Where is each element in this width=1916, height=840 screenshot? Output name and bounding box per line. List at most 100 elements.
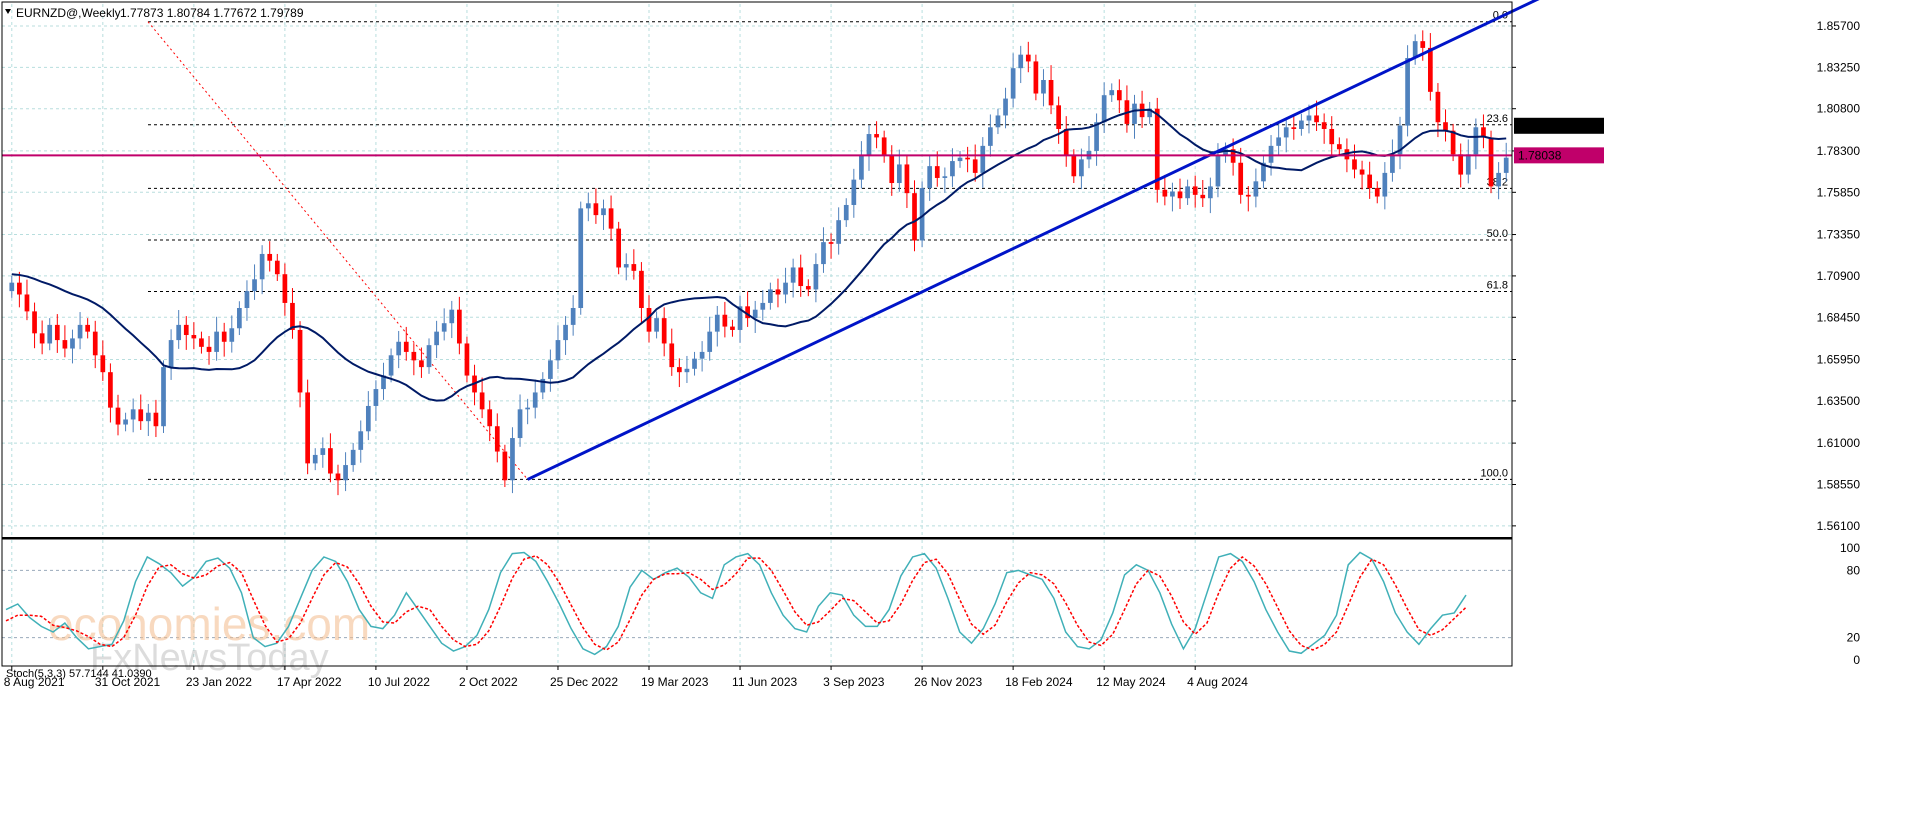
candle-body <box>115 407 121 425</box>
candle-body <box>532 392 538 408</box>
candle-body <box>942 176 948 178</box>
candle-body <box>358 431 364 450</box>
ma-polyline <box>11 108 1507 402</box>
price-tags: 1.79789 1.78038 <box>1514 117 1604 164</box>
candle-body <box>441 323 447 332</box>
stoch-main-line <box>5 551 1467 656</box>
candle-body <box>1162 189 1168 197</box>
candle-body <box>957 157 963 162</box>
candle-body <box>1261 162 1266 182</box>
candle-body <box>381 375 386 390</box>
candle-body <box>927 166 933 189</box>
panel-frames <box>1 1 1513 667</box>
candle-body <box>1223 149 1228 156</box>
candle-body <box>1435 91 1441 123</box>
x-tick-label: 23 Jan 2022 <box>186 675 252 689</box>
candle-body <box>995 115 1001 128</box>
stoch-tick-label: 100 <box>1840 541 1860 555</box>
stochastic-panel <box>5 551 1467 656</box>
candle-body <box>828 242 834 244</box>
candle-body <box>335 473 341 481</box>
main-panel-frame <box>1 1 1513 539</box>
candle-body <box>282 274 288 303</box>
candle-body <box>639 270 644 308</box>
candle-body <box>684 368 690 373</box>
price-axis: 1.56100 1.58550 1.61000 1.63500 1.65950 1.684… <box>1512 19 1860 667</box>
candle-body <box>494 426 500 452</box>
candle-body <box>1299 120 1304 129</box>
candle-body <box>290 302 295 330</box>
candle-body <box>517 409 523 439</box>
candle-body <box>1003 98 1008 116</box>
candle-body <box>699 351 705 359</box>
candle-body <box>153 412 159 427</box>
candle-body <box>168 340 174 368</box>
dropdown-arrow-icon[interactable] <box>5 9 11 14</box>
candle-body <box>798 267 804 287</box>
fib-level-label: 23.6 <box>1487 113 1508 125</box>
candle-body <box>1063 128 1069 156</box>
candle-body <box>350 449 356 466</box>
candle-body <box>1245 194 1251 197</box>
candle-body <box>676 367 682 373</box>
x-tick-label: 17 Apr 2022 <box>277 675 342 689</box>
candle-body <box>54 324 60 341</box>
candle-body <box>17 282 22 295</box>
candle-body <box>608 208 614 229</box>
candle-body <box>252 279 257 292</box>
stochastic-label: Stoch(5,3,3) 57.7144 41.0390 <box>6 668 152 680</box>
candle-body <box>70 338 75 349</box>
candle-body <box>259 253 265 280</box>
candle-body <box>237 308 242 329</box>
candle-body <box>1412 41 1418 59</box>
y-tick-label: 1.85700 <box>1817 19 1861 33</box>
grid-lines <box>2 4 1512 666</box>
candle-body <box>1481 127 1486 138</box>
candle-body <box>1010 68 1016 99</box>
candle-body <box>130 409 136 420</box>
trendline-path[interactable] <box>526 0 1620 481</box>
candle-body <box>783 282 788 295</box>
candle-body <box>760 302 766 310</box>
candle-body <box>1253 181 1259 197</box>
chart-header: EURNZD@,Weekly 1.77873 1.80784 1.77672 1… <box>5 6 304 680</box>
candle-body <box>1291 127 1297 129</box>
candle-body <box>396 341 402 356</box>
candle-body <box>585 203 591 209</box>
candle-body <box>123 419 128 425</box>
candle-body <box>138 409 144 422</box>
candle-body <box>722 314 728 327</box>
level-price-tag <box>1514 147 1604 164</box>
candle-body <box>199 338 204 347</box>
stoch-tick-label: 80 <box>1847 563 1861 577</box>
ohlc-values: 1.77873 1.80784 1.77672 1.79789 <box>120 6 304 20</box>
time-axis: 8 Aug 2021 31 Oct 2021 23 Jan 2022 17 Apr 2… <box>4 666 1248 689</box>
candle-body <box>100 355 106 373</box>
candle-body <box>548 360 553 379</box>
candle-body <box>1458 154 1464 175</box>
candle-body <box>601 208 606 216</box>
fib-diagonal-line <box>147 21 529 480</box>
candle-body <box>328 448 333 474</box>
candle-body <box>411 351 417 361</box>
fib-diagonal <box>147 21 529 480</box>
candle-body <box>1147 108 1153 118</box>
candle-body <box>24 294 30 312</box>
candle-body <box>866 134 872 156</box>
candle-body <box>972 159 978 173</box>
candle-body <box>896 164 902 184</box>
candle-body <box>1443 122 1448 131</box>
candle-body <box>449 309 455 324</box>
x-tick-label: 4 Aug 2024 <box>1187 675 1248 689</box>
candle-body <box>1094 122 1099 151</box>
candle-body <box>1238 162 1244 195</box>
candle-body <box>821 242 826 265</box>
candle-body <box>593 203 599 216</box>
candle-body <box>1450 130 1456 155</box>
y-tick-label: 1.65950 <box>1817 353 1861 367</box>
candle-body <box>1215 156 1221 187</box>
candle-body <box>1079 159 1084 177</box>
candle-body <box>161 367 166 427</box>
trendline[interactable] <box>526 0 1620 481</box>
